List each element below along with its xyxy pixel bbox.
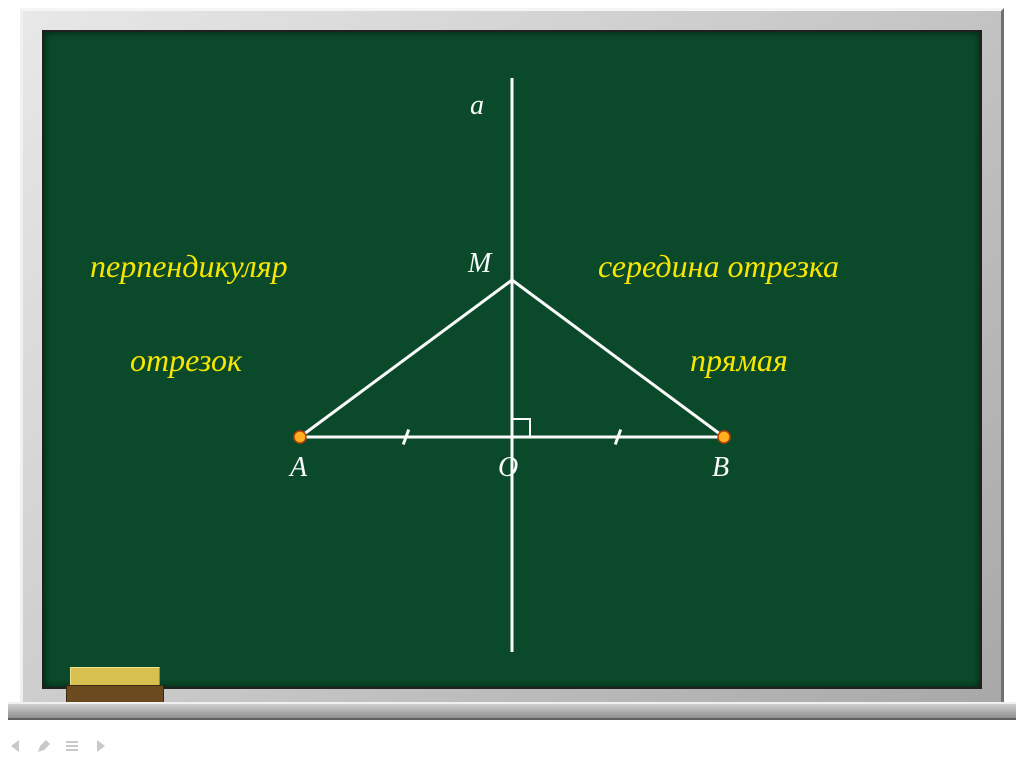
label-b-point: B [712, 452, 729, 484]
slideshow-nav [8, 738, 108, 754]
arrow-right-icon[interactable] [92, 738, 108, 754]
label-a-line: а [470, 90, 484, 122]
point-b [718, 431, 730, 443]
segment-ma [300, 280, 512, 437]
label-o-point: O [498, 452, 518, 484]
arrow-left-icon[interactable] [8, 738, 24, 754]
label-midpoint: середина отрезка [598, 248, 839, 285]
label-segment: отрезок [130, 342, 242, 379]
label-line: прямая [690, 342, 788, 379]
point-a [294, 431, 306, 443]
label-perpendicular: перпендикуляр [90, 248, 288, 285]
eraser-felt [70, 667, 160, 686]
eraser-base [66, 685, 164, 703]
right-angle-marker [512, 419, 530, 437]
label-a-point: A [290, 452, 307, 484]
pen-icon[interactable] [36, 738, 52, 754]
label-m-point: M [468, 248, 491, 280]
chalk-ledge [8, 702, 1016, 720]
menu-icon[interactable] [64, 738, 80, 754]
